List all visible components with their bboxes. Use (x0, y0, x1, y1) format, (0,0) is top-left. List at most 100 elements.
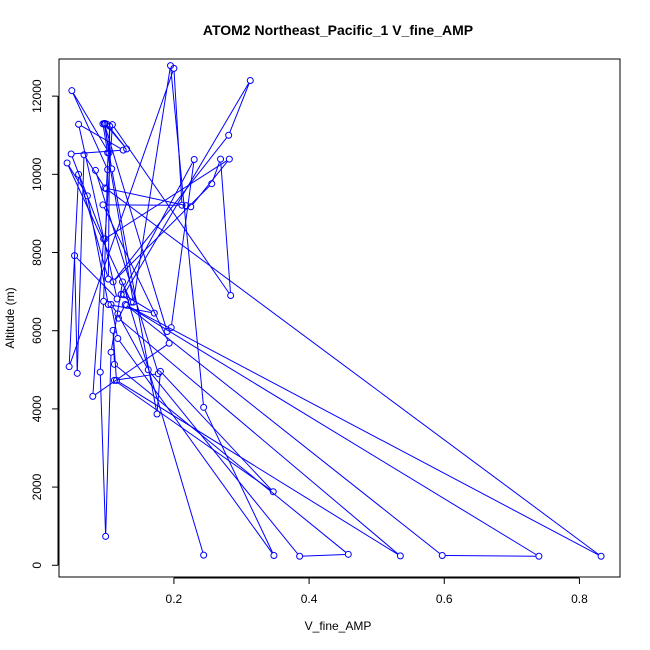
data-point (144, 366, 152, 374)
data-point (154, 370, 162, 378)
data-point (123, 145, 131, 153)
series-segment (104, 126, 167, 329)
data-point (535, 552, 543, 560)
series-segment (114, 185, 210, 280)
series-segment (68, 165, 87, 194)
data-point (65, 363, 73, 371)
data-point (80, 151, 88, 159)
data-point (96, 368, 104, 376)
data-point (150, 309, 158, 317)
series-segment (76, 157, 85, 371)
series-segment (71, 156, 103, 237)
data-point (68, 87, 76, 95)
series-segment (212, 161, 220, 181)
series-segment (122, 162, 194, 292)
data-point (71, 252, 79, 260)
y-tick-label: 2000 (30, 473, 44, 500)
data-point (296, 552, 304, 560)
series-segment (104, 126, 112, 166)
series-segment (92, 241, 104, 394)
data-point (104, 166, 112, 174)
series-segment (118, 381, 398, 555)
series-points (63, 62, 605, 560)
data-point (75, 120, 83, 128)
data-point (107, 348, 115, 356)
series-segment (302, 553, 346, 557)
data-point (107, 301, 115, 309)
data-point (163, 327, 171, 335)
series-segment (68, 177, 79, 364)
series-segment (108, 190, 599, 555)
x-tick-label: 0.2 (166, 592, 183, 606)
y-tick-label: 12000 (30, 79, 44, 113)
data-point (178, 201, 186, 209)
plot-frame (58, 58, 621, 578)
data-point (190, 155, 198, 163)
data-point (227, 292, 235, 300)
series-segment (118, 316, 148, 368)
data-point (153, 410, 161, 418)
series-segment (67, 165, 131, 300)
series-segment (112, 306, 117, 312)
data-point (208, 180, 216, 188)
data-point (101, 184, 109, 192)
data-point (100, 297, 108, 305)
series-segment (445, 555, 536, 557)
series-segment (74, 258, 78, 371)
data-point (170, 64, 178, 72)
data-point (120, 291, 128, 299)
series-segment (111, 304, 152, 314)
data-point (102, 185, 110, 193)
series-segment (78, 127, 117, 297)
x-axis-label: V_fine_AMP (305, 619, 372, 633)
series-segment (113, 127, 230, 294)
series-segment (171, 162, 195, 325)
series-segment (156, 374, 161, 411)
series-segment (73, 93, 108, 151)
series-segment (76, 257, 116, 298)
data-point (109, 278, 117, 286)
series-segment (81, 125, 121, 149)
series-segment (95, 344, 167, 395)
data-point (156, 367, 164, 375)
data-point (99, 201, 107, 209)
data-point (200, 551, 208, 559)
y-tick-label: 0 (30, 562, 44, 569)
data-point (114, 314, 122, 322)
y-axis-label: Altitude (m) (3, 287, 17, 348)
series-segment (99, 375, 107, 534)
data-point (225, 155, 233, 163)
x-tick-label: 0.4 (301, 592, 318, 606)
data-point (108, 121, 116, 129)
series-segment (162, 373, 272, 490)
x-tick-label: 0.8 (571, 592, 588, 606)
y-tick-label: 8000 (30, 239, 44, 266)
data-point (83, 192, 91, 200)
series-segment (120, 319, 399, 555)
data-point (100, 120, 108, 128)
series-segment (119, 340, 273, 554)
data-point (89, 392, 97, 400)
series-segment (125, 83, 250, 293)
series-segment (123, 295, 130, 301)
series-segment (133, 68, 171, 300)
data-point (200, 403, 208, 411)
data-point (102, 532, 110, 540)
data-point (167, 324, 175, 332)
series-segment (102, 126, 108, 150)
data-point (113, 295, 121, 303)
data-point (75, 170, 83, 178)
series-segment (112, 333, 117, 378)
series-segment (173, 71, 183, 203)
data-point (73, 369, 81, 377)
series-segment (220, 162, 231, 293)
series-segment (107, 160, 227, 238)
data-point (114, 335, 122, 343)
y-axis: 0 2000 4000 6000 8000 10000 12000 (30, 79, 59, 569)
data-point (101, 235, 109, 243)
data-point (129, 298, 137, 306)
data-point (110, 360, 118, 368)
series-segment (117, 373, 156, 381)
data-point (108, 165, 116, 173)
